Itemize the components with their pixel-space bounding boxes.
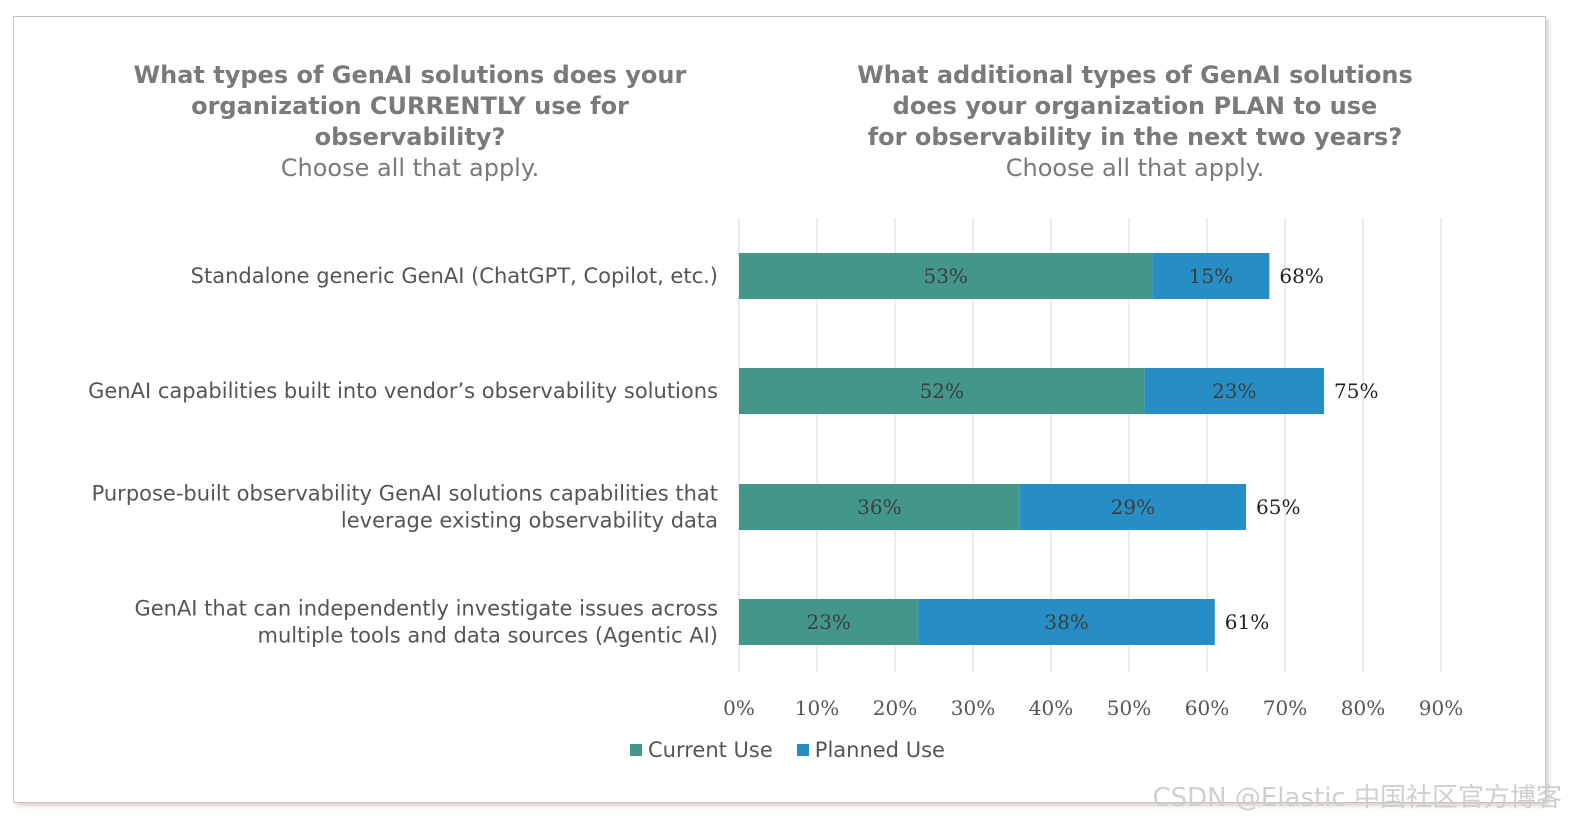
x-tick-label: 50% (1107, 696, 1151, 720)
left-question-header: What types of GenAI solutions does your … (100, 60, 720, 184)
legend-swatch-current-use (630, 744, 642, 756)
left-question-line-1: What types of GenAI solutions does your (133, 61, 687, 89)
x-tick-label: 40% (1029, 696, 1073, 720)
category-label: GenAI that can independently investigate… (134, 597, 718, 621)
bar-value-label: 29% (1111, 495, 1155, 519)
x-tick-label: 20% (873, 696, 917, 720)
bar-current-use (739, 484, 1020, 530)
bar-current-use (739, 253, 1153, 299)
bar-value-label: 38% (1044, 610, 1088, 634)
x-tick-label: 0% (723, 696, 755, 720)
bar-value-label: 23% (1212, 379, 1256, 403)
left-question-line-2: organization CURRENTLY use for observabi… (191, 92, 629, 151)
legend-label-current-use: Current Use (648, 738, 773, 762)
legend-item-current-use: Current Use (630, 738, 773, 762)
category-label: Standalone generic GenAI (ChatGPT, Copil… (191, 264, 718, 288)
bar-total-label: 68% (1279, 264, 1323, 288)
x-tick-label: 30% (951, 696, 995, 720)
bar-total-label: 65% (1256, 495, 1300, 519)
bar-value-label: 23% (806, 610, 850, 634)
right-question-header: What additional types of GenAI solutions… (845, 60, 1425, 184)
x-tick-label: 70% (1263, 696, 1307, 720)
legend: Current Use Planned Use (630, 738, 945, 762)
x-tick-label: 10% (795, 696, 839, 720)
x-tick-label: 80% (1341, 696, 1385, 720)
right-question-line-3: for observability in the next two years? (867, 123, 1403, 151)
legend-label-planned-use: Planned Use (814, 738, 945, 762)
x-tick-label: 90% (1419, 696, 1463, 720)
legend-swatch-planned-use (796, 744, 809, 756)
legend-item-planned-use: Planned Use (796, 738, 945, 762)
bar-value-label: 52% (920, 379, 964, 403)
bar-planned-use (1019, 484, 1246, 530)
right-question-line-1: What additional types of GenAI solutions (857, 61, 1413, 89)
bar-value-label: 53% (923, 264, 967, 288)
x-tick-label: 60% (1185, 696, 1229, 720)
bar-planned-use (1152, 253, 1270, 299)
right-question-note: Choose all that apply. (1005, 154, 1265, 182)
bar-total-label: 61% (1225, 610, 1269, 634)
bar-value-label: 36% (857, 495, 901, 519)
category-label: multiple tools and data sources (Agentic… (258, 624, 718, 648)
left-question-note: Choose all that apply. (280, 154, 540, 182)
bar-planned-use (1144, 368, 1324, 414)
category-label: leverage existing observability data (341, 509, 718, 533)
right-question-line-2: does your organization PLAN to use (892, 92, 1378, 120)
category-label: GenAI capabilities built into vendor’s o… (88, 379, 718, 403)
bar-total-label: 75% (1334, 379, 1378, 403)
bar-current-use (739, 368, 1145, 414)
watermark: CSDN @Elastic 中国社区官方博客 (1152, 783, 1562, 813)
category-label: Purpose-built observability GenAI soluti… (92, 482, 718, 506)
bar-current-use (739, 599, 919, 645)
bar-planned-use (918, 599, 1215, 645)
bar-value-label: 15% (1189, 264, 1233, 288)
